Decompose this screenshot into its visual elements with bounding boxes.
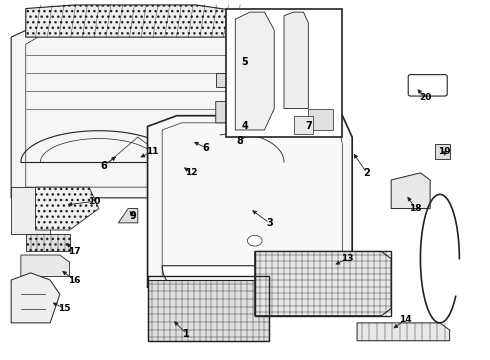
Polygon shape	[294, 116, 313, 134]
Polygon shape	[26, 5, 245, 37]
Text: 13: 13	[341, 254, 354, 263]
Polygon shape	[177, 137, 196, 152]
Text: 20: 20	[419, 93, 432, 102]
Text: 5: 5	[242, 57, 248, 67]
FancyBboxPatch shape	[408, 75, 447, 96]
Polygon shape	[435, 144, 450, 158]
Circle shape	[247, 235, 262, 246]
Bar	[16, 123, 45, 144]
Polygon shape	[284, 12, 308, 109]
Text: 6: 6	[203, 143, 209, 153]
Polygon shape	[391, 173, 430, 208]
Text: 10: 10	[88, 197, 100, 206]
Text: 6: 6	[100, 161, 107, 171]
Polygon shape	[21, 255, 70, 276]
Bar	[225, 9, 343, 137]
Text: 18: 18	[409, 204, 422, 213]
Polygon shape	[11, 187, 50, 234]
Text: 15: 15	[58, 304, 71, 313]
Text: 8: 8	[237, 136, 244, 146]
Bar	[21, 126, 40, 141]
Bar	[177, 87, 201, 98]
Text: 16: 16	[68, 275, 81, 284]
Bar	[147, 276, 270, 341]
Text: 17: 17	[68, 247, 81, 256]
Polygon shape	[235, 12, 274, 130]
Polygon shape	[147, 116, 352, 287]
Text: 3: 3	[266, 218, 273, 228]
Bar	[99, 87, 123, 98]
Text: 12: 12	[185, 168, 197, 177]
Text: 14: 14	[399, 315, 412, 324]
Polygon shape	[35, 187, 99, 230]
Text: 4: 4	[242, 121, 248, 131]
Text: 11: 11	[146, 147, 159, 156]
Text: 2: 2	[364, 168, 370, 178]
Bar	[396, 180, 425, 205]
Bar	[60, 87, 84, 98]
Polygon shape	[255, 251, 391, 316]
Polygon shape	[162, 266, 308, 309]
Polygon shape	[118, 208, 138, 223]
Polygon shape	[11, 19, 255, 198]
Text: 7: 7	[305, 121, 312, 131]
Polygon shape	[357, 323, 450, 341]
Polygon shape	[157, 152, 196, 180]
Polygon shape	[147, 280, 270, 341]
Polygon shape	[11, 273, 60, 323]
Bar	[138, 87, 162, 98]
Polygon shape	[26, 234, 70, 251]
Polygon shape	[216, 102, 230, 123]
Bar	[255, 251, 391, 316]
Text: 9: 9	[129, 211, 136, 221]
Polygon shape	[308, 109, 333, 130]
Text: 19: 19	[439, 147, 451, 156]
Text: 1: 1	[183, 329, 190, 339]
Polygon shape	[216, 73, 225, 87]
